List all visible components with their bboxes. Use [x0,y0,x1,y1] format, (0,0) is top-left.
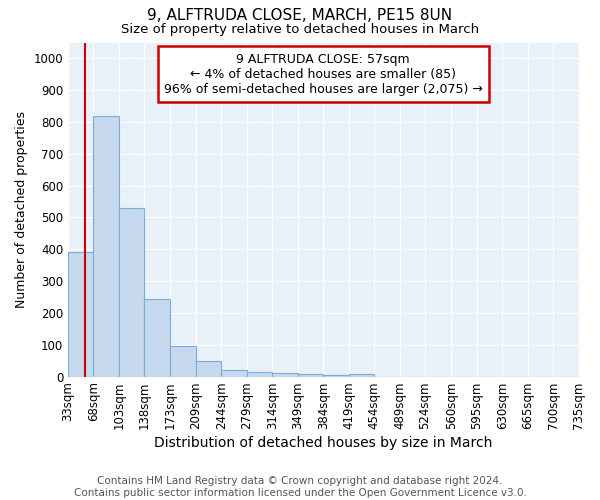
Bar [323,375,349,376]
Text: Size of property relative to detached houses in March: Size of property relative to detached ho… [121,22,479,36]
Bar [170,346,196,376]
Bar [94,116,119,376]
Text: Contains HM Land Registry data © Crown copyright and database right 2024.
Contai: Contains HM Land Registry data © Crown c… [74,476,526,498]
Y-axis label: Number of detached properties: Number of detached properties [15,111,28,308]
X-axis label: Distribution of detached houses by size in March: Distribution of detached houses by size … [154,436,493,450]
Bar [145,300,170,376]
Bar [247,372,272,376]
Bar [272,374,298,376]
Text: 9, ALFTRUDA CLOSE, MARCH, PE15 8UN: 9, ALFTRUDA CLOSE, MARCH, PE15 8UN [148,8,452,22]
Bar [119,208,145,376]
Text: 9 ALFTRUDA CLOSE: 57sqm
← 4% of detached houses are smaller (85)
96% of semi-det: 9 ALFTRUDA CLOSE: 57sqm ← 4% of detached… [164,52,483,96]
Bar [68,252,94,376]
Bar [298,374,323,376]
Bar [196,360,221,376]
Bar [349,374,374,376]
Bar [221,370,247,376]
